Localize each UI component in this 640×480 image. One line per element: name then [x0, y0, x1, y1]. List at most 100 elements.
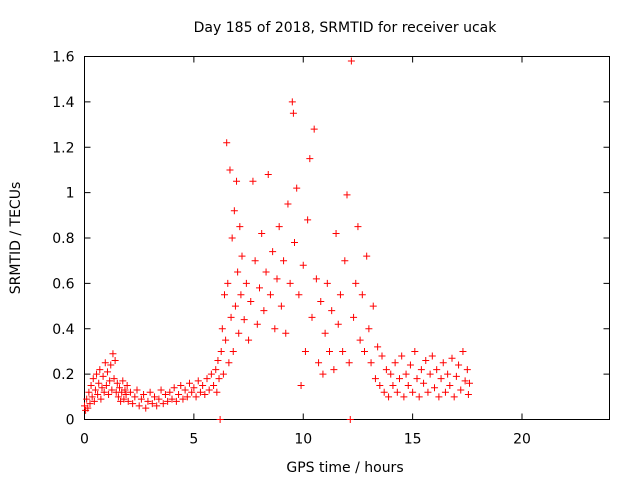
- data-point: [183, 393, 191, 401]
- data-point: [352, 279, 360, 287]
- data-point: [108, 386, 116, 394]
- y-tick-label: 0.8: [52, 231, 74, 247]
- data-point: [96, 366, 104, 374]
- data-point: [378, 352, 386, 360]
- data-point: [293, 184, 301, 192]
- data-point: [186, 379, 193, 387]
- data-point: [205, 386, 213, 394]
- data-point: [99, 372, 107, 380]
- data-point: [312, 275, 320, 283]
- data-point: [129, 400, 137, 408]
- data-point: [380, 388, 388, 396]
- data-point: [126, 388, 134, 396]
- data-point: [317, 298, 325, 306]
- data-point: [196, 388, 204, 396]
- data-point: [94, 391, 102, 399]
- data-point: [213, 388, 221, 396]
- data-point: [157, 386, 165, 394]
- x-tick-label: 5: [189, 432, 198, 448]
- y-axis-label: SRMTID / TECUs: [8, 182, 24, 295]
- data-point: [237, 291, 245, 299]
- data-point: [323, 279, 331, 287]
- data-point: [168, 395, 176, 403]
- x-tick-label: 10: [294, 432, 312, 448]
- data-point: [224, 279, 232, 287]
- data-point: [230, 207, 238, 215]
- data-point: [122, 391, 130, 399]
- data-point: [262, 268, 270, 276]
- data-point: [389, 381, 397, 389]
- data-point: [310, 125, 318, 133]
- data-point: [207, 370, 215, 378]
- data-point: [334, 320, 342, 328]
- data-point: [369, 302, 377, 310]
- data-point: [245, 336, 253, 344]
- data-point: [452, 372, 460, 380]
- y-tick-label: 1.2: [52, 140, 74, 156]
- data-point: [88, 393, 96, 401]
- data-point: [413, 375, 421, 383]
- data-point: [175, 391, 183, 399]
- data-point: [219, 370, 227, 378]
- data-point: [123, 381, 131, 389]
- data-point: [450, 393, 458, 401]
- data-point: [297, 381, 305, 389]
- data-point: [148, 400, 156, 408]
- data-point: [223, 139, 231, 147]
- data-point: [437, 375, 445, 383]
- data-point: [256, 284, 263, 292]
- data-point: [231, 302, 239, 310]
- data-point: [179, 395, 187, 403]
- data-point: [358, 291, 366, 299]
- data-point: [448, 354, 456, 362]
- data-point: [140, 391, 148, 399]
- data-point: [301, 347, 309, 355]
- data-point: [356, 336, 364, 344]
- data-point: [221, 291, 228, 299]
- data-point: [177, 381, 185, 389]
- data-point: [121, 386, 129, 394]
- data-point: [131, 393, 139, 401]
- data-point: [264, 170, 272, 178]
- data-point: [210, 381, 218, 389]
- data-point: [433, 366, 441, 374]
- data-point: [181, 386, 189, 394]
- data-point: [424, 388, 432, 396]
- data-point: [336, 291, 344, 299]
- data-point: [363, 252, 371, 260]
- data-point: [84, 404, 92, 412]
- data-point: [461, 377, 469, 385]
- data-point: [110, 375, 118, 383]
- data-point: [398, 352, 406, 360]
- data-point: [315, 359, 323, 367]
- data-point: [103, 368, 111, 376]
- data-point: [350, 313, 358, 321]
- data-point: [124, 397, 132, 405]
- data-point: [260, 307, 268, 315]
- data-point: [289, 109, 297, 117]
- data-point: [236, 223, 244, 231]
- data-point: [87, 381, 95, 389]
- data-point: [282, 329, 290, 337]
- data-point: [89, 375, 97, 383]
- data-point: [170, 384, 178, 392]
- data-point: [271, 325, 279, 333]
- data-point: [266, 291, 274, 299]
- data-point: [113, 379, 121, 387]
- data-point: [415, 393, 423, 401]
- data-point: [225, 359, 233, 367]
- data-point: [114, 393, 122, 401]
- data-point: [343, 191, 351, 199]
- data-point: [396, 375, 403, 383]
- data-point: [166, 388, 174, 396]
- x-tick-label: 20: [513, 432, 531, 448]
- data-point: [119, 377, 127, 385]
- y-tick-label: 0: [66, 413, 75, 429]
- data-point: [188, 388, 196, 396]
- data-point: [439, 359, 447, 367]
- data-point: [291, 239, 298, 247]
- data-point: [238, 252, 246, 260]
- data-point: [155, 395, 163, 403]
- data-point: [222, 336, 230, 344]
